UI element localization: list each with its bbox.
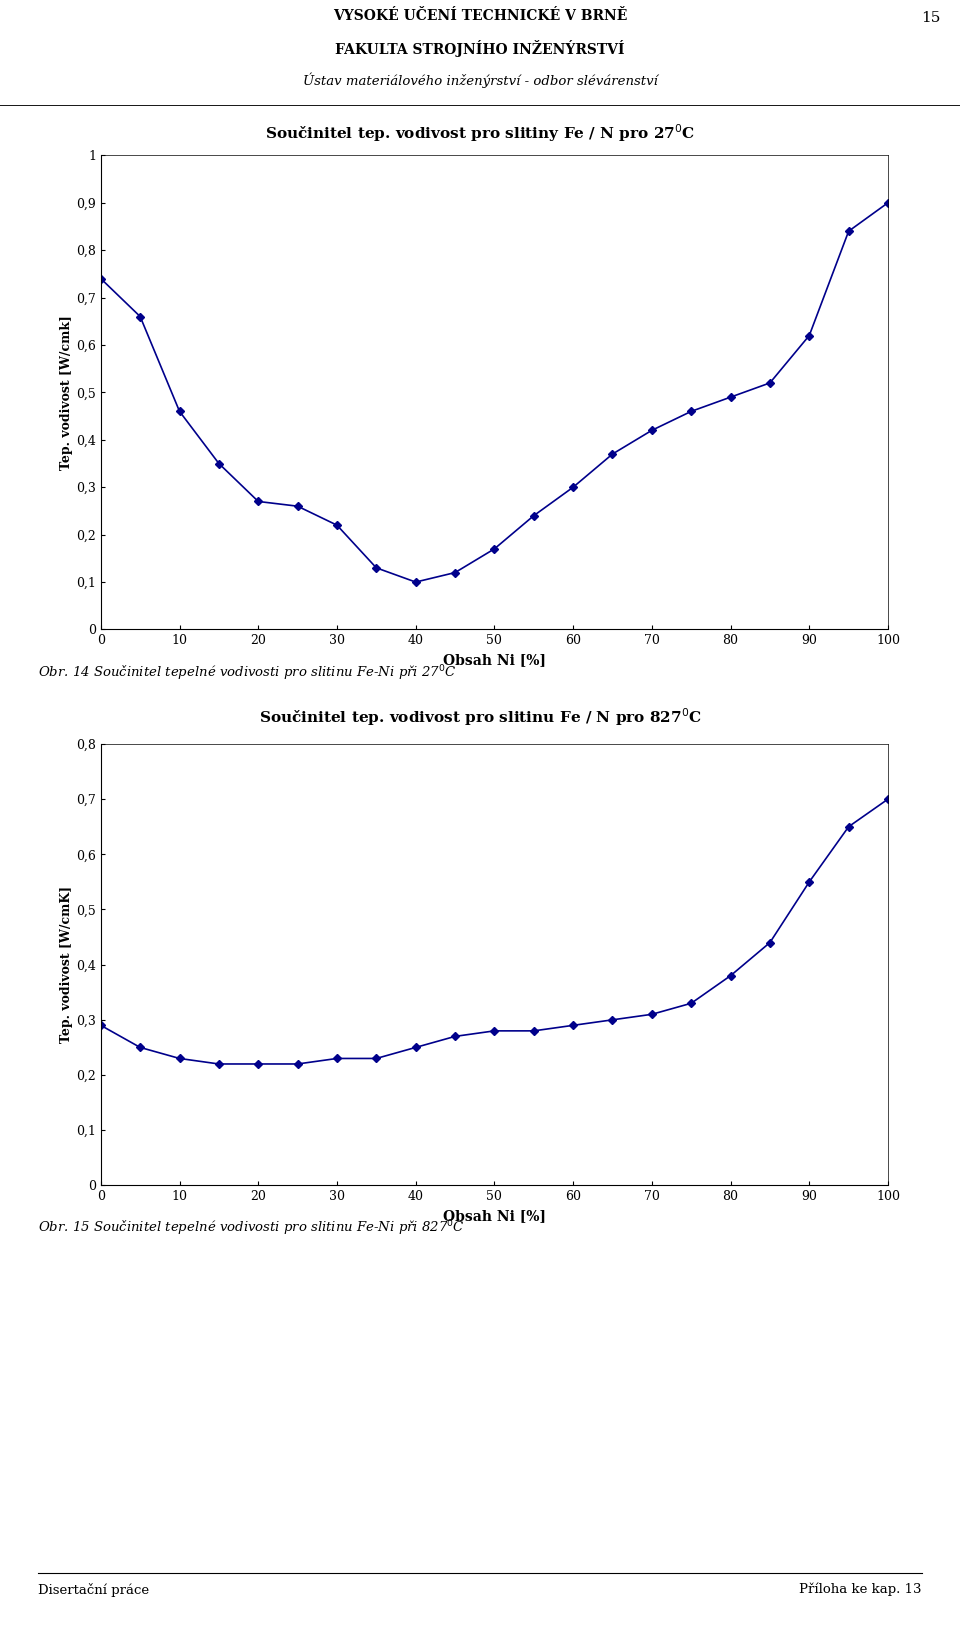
Text: Disertační práce: Disertační práce [38, 1583, 150, 1597]
X-axis label: Obsah Ni [%]: Obsah Ni [%] [443, 652, 546, 667]
Text: VYSOKÉ UČENÍ TECHNICKÉ V BRNĚ: VYSOKÉ UČENÍ TECHNICKÉ V BRNĚ [333, 8, 627, 23]
X-axis label: Obsah Ni [%]: Obsah Ni [%] [443, 1208, 546, 1223]
Text: Obr. 14 Součinitel tepelné vodivosti pro slitinu Fe-Ni při 27$^{0}$C: Obr. 14 Součinitel tepelné vodivosti pro… [38, 664, 457, 683]
Text: FAKULTA STROJNÍHO INŽENÝRSTVÍ: FAKULTA STROJNÍHO INŽENÝRSTVÍ [335, 41, 625, 57]
Y-axis label: Tep. vodivost [W/cmk]: Tep. vodivost [W/cmk] [60, 316, 73, 469]
Y-axis label: Tep. vodivost [W/cmK]: Tep. vodivost [W/cmK] [60, 886, 73, 1043]
Text: 15: 15 [922, 10, 941, 25]
Text: Ústav materiálového inženýrství - odbor slévárenství: Ústav materiálového inženýrství - odbor … [302, 72, 658, 88]
Text: Obr. 15 Součinitel tepelné vodivosti pro slitinu Fe-Ni při 827$^{0}$C: Obr. 15 Součinitel tepelné vodivosti pro… [38, 1218, 466, 1238]
Text: Součinitel tep. vodivost pro slitiny Fe / N pro 27$^{0}$C: Součinitel tep. vodivost pro slitiny Fe … [265, 123, 695, 144]
Text: Součinitel tep. vodivost pro slitinu Fe / N pro 827$^{0}$C: Součinitel tep. vodivost pro slitinu Fe … [258, 706, 702, 728]
Text: Příloha ke kap. 13: Příloha ke kap. 13 [799, 1583, 922, 1596]
